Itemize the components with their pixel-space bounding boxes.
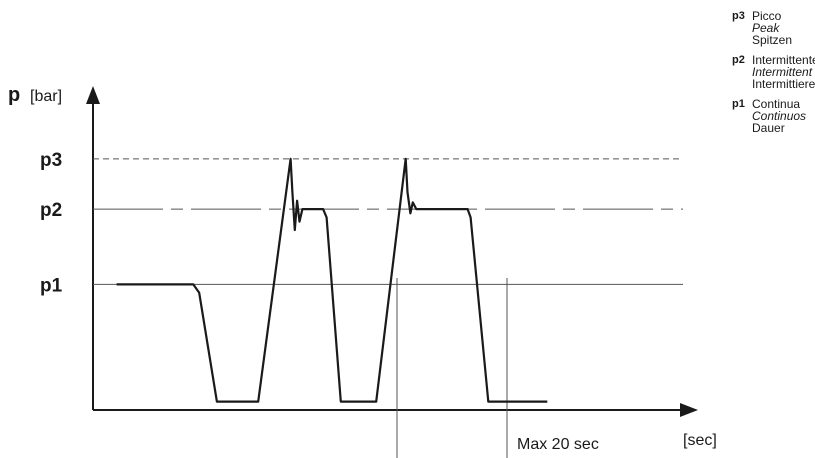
level-label-p3: p3 (40, 150, 62, 171)
legend-entry-p2: p2 Intermittente Intermittent Intermitti… (732, 53, 815, 91)
y-axis-symbol: p (8, 84, 20, 106)
legend-text-it: Continua (752, 97, 801, 111)
pressure-curve (116, 157, 548, 403)
y-axis-unit: [bar] (30, 88, 62, 105)
legend-text-de: Spitzen (752, 33, 793, 47)
legend-text-de: Intermittierender (752, 77, 815, 91)
legend-text-en: Peak (752, 21, 780, 35)
legend-text-it: Picco (752, 9, 782, 23)
legend-key: p1 (732, 98, 745, 110)
x-axis-arrow (680, 403, 698, 417)
legend-entry-p1: p1 Continua Continuos Dauer (732, 97, 812, 135)
y-axis-arrow (86, 86, 100, 104)
max-duration-label: Max 20 sec (517, 436, 599, 453)
legend-text-de: Dauer (752, 121, 785, 135)
legend-entry-p3: p3 Picco Peak Spitzen (732, 9, 812, 47)
legend-key: p2 (732, 54, 745, 66)
legend-key: p3 (732, 10, 745, 22)
legend: p3 Picco Peak Spitzen p2 Intermittente I… (732, 9, 815, 142)
pressure-levels: p3 p2 p1 (40, 150, 683, 296)
legend-text-en: Continuos (752, 109, 807, 123)
level-label-p2: p2 (40, 200, 62, 221)
legend-text-it: Intermittente (752, 53, 815, 67)
legend-text-en: Intermittent (752, 65, 813, 79)
x-axis-label: [sec] (683, 432, 717, 449)
level-label-p1: p1 (40, 275, 63, 296)
